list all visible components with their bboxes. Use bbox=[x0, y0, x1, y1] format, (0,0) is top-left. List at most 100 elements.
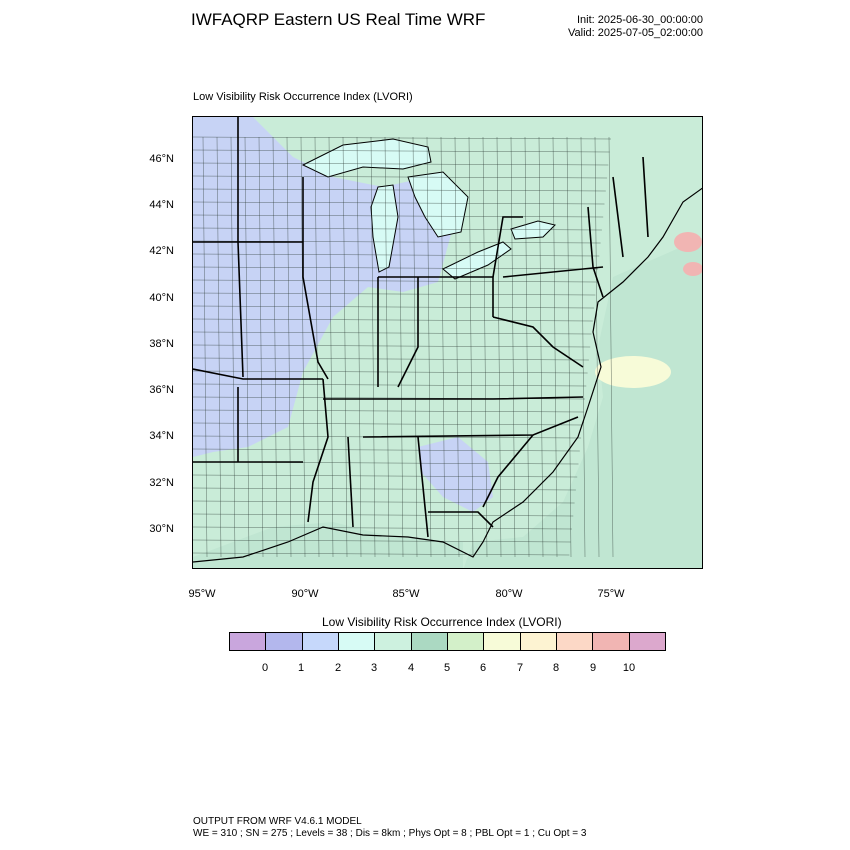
colorbar-label-8: 8 bbox=[552, 662, 560, 674]
county-line bbox=[193, 487, 576, 491]
colorbar-label-1: 1 bbox=[297, 662, 305, 674]
lat-tick-30: 30°N bbox=[149, 523, 174, 535]
colorbar-label-10: 10 bbox=[622, 662, 636, 674]
lat-tick-44: 44°N bbox=[149, 199, 174, 211]
lake-huron bbox=[407, 171, 469, 238]
county-line bbox=[510, 136, 516, 558]
county-line bbox=[496, 136, 502, 558]
great-lakes bbox=[301, 138, 556, 280]
county-line bbox=[356, 136, 362, 558]
colorbar-cell-10 bbox=[593, 633, 630, 650]
colorbar-cell-8 bbox=[520, 633, 557, 650]
county-line bbox=[230, 136, 236, 558]
county-line bbox=[552, 136, 558, 558]
colorbar-label-2: 2 bbox=[334, 662, 342, 674]
map-svg bbox=[193, 117, 702, 568]
county-line bbox=[328, 136, 334, 558]
county-line bbox=[384, 136, 390, 558]
county-line bbox=[258, 136, 264, 558]
county-line bbox=[193, 318, 593, 322]
lat-tick-40: 40°N bbox=[149, 292, 174, 304]
county-line bbox=[193, 370, 588, 374]
county-line bbox=[454, 136, 460, 558]
colorbar bbox=[229, 632, 666, 651]
colorbar-label-4: 4 bbox=[407, 662, 415, 674]
county-line bbox=[216, 136, 222, 558]
low-index-region-southeast bbox=[418, 437, 493, 512]
county-line bbox=[193, 175, 608, 179]
colorbar-cell-5 bbox=[411, 633, 448, 650]
county-line bbox=[193, 526, 573, 530]
county-line bbox=[300, 136, 306, 558]
county-line bbox=[193, 136, 612, 140]
county-line bbox=[193, 448, 580, 452]
county-line bbox=[193, 266, 599, 270]
county-line bbox=[482, 136, 488, 558]
high-index-patch bbox=[595, 356, 671, 388]
colorbar-cell-9 bbox=[556, 633, 594, 650]
county-line bbox=[426, 136, 432, 558]
county-line bbox=[193, 539, 571, 543]
county-line bbox=[398, 136, 404, 558]
county-line bbox=[193, 305, 595, 309]
colorbar-cell-11 bbox=[629, 633, 665, 650]
lon-tick-80: 80°W bbox=[495, 588, 523, 600]
county-line bbox=[193, 162, 609, 166]
footer-config-line: WE = 310 ; SN = 275 ; Levels = 38 ; Dis … bbox=[193, 828, 587, 839]
legend-title: Low Visibility Risk Occurrence Index (LV… bbox=[322, 615, 562, 629]
county-line bbox=[412, 136, 418, 558]
county-line bbox=[538, 136, 544, 558]
panel-title: Low Visibility Risk Occurrence Index (LV… bbox=[193, 91, 413, 103]
footer-model-line: OUTPUT FROM WRF V4.6.1 MODEL bbox=[193, 816, 362, 827]
colorbar-cell-4 bbox=[375, 633, 412, 650]
county-line bbox=[193, 292, 596, 296]
county-line bbox=[193, 513, 574, 517]
colorbar-cell-3 bbox=[338, 633, 376, 650]
lat-tick-38: 38°N bbox=[149, 338, 174, 350]
county-line bbox=[440, 136, 446, 558]
colorbar-cell-7 bbox=[484, 633, 521, 650]
county-line bbox=[193, 500, 575, 504]
lon-tick-90: 90°W bbox=[291, 588, 319, 600]
lat-tick-34: 34°N bbox=[149, 430, 174, 442]
lat-tick-32: 32°N bbox=[149, 477, 174, 489]
county-line bbox=[370, 136, 376, 558]
lat-tick-46: 46°N bbox=[149, 153, 174, 165]
colorbar-label-0: 0 bbox=[261, 662, 269, 674]
county-line bbox=[193, 214, 604, 218]
county-line bbox=[193, 188, 606, 192]
lake-erie bbox=[442, 241, 512, 280]
county-line bbox=[193, 383, 587, 387]
county-line bbox=[193, 344, 591, 348]
county-line bbox=[193, 201, 605, 205]
colorbar-cell-2 bbox=[302, 633, 339, 650]
county-line bbox=[314, 136, 320, 558]
county-line bbox=[524, 136, 530, 558]
gulf-area bbox=[193, 522, 463, 568]
county-line bbox=[193, 422, 583, 426]
county-line bbox=[202, 136, 208, 558]
county-line bbox=[193, 409, 584, 413]
map-frame bbox=[192, 116, 703, 569]
lon-tick-95: 95°W bbox=[188, 588, 216, 600]
colorbar-label-9: 9 bbox=[589, 662, 597, 674]
county-line bbox=[286, 136, 292, 558]
county-line bbox=[468, 136, 474, 558]
coastline bbox=[193, 187, 702, 563]
valid-time-label: Valid: 2025-07-05_02:00:00 bbox=[568, 27, 703, 39]
lon-tick-75: 75°W bbox=[597, 588, 625, 600]
high-index-patch-ne bbox=[674, 232, 702, 252]
colorbar-label-7: 7 bbox=[516, 662, 524, 674]
county-line bbox=[193, 149, 610, 153]
county-line bbox=[608, 136, 614, 558]
county-line bbox=[272, 136, 278, 558]
colorbar-label-3: 3 bbox=[370, 662, 378, 674]
colorbar-cell-6 bbox=[447, 633, 485, 650]
high-index-patch-ne2 bbox=[683, 262, 702, 276]
county-line bbox=[193, 474, 578, 478]
county-line bbox=[244, 136, 250, 558]
colorbar-label-5: 5 bbox=[443, 662, 451, 674]
county-line bbox=[193, 227, 602, 231]
lake-ontario bbox=[510, 220, 556, 240]
lat-tick-42: 42°N bbox=[149, 245, 174, 257]
